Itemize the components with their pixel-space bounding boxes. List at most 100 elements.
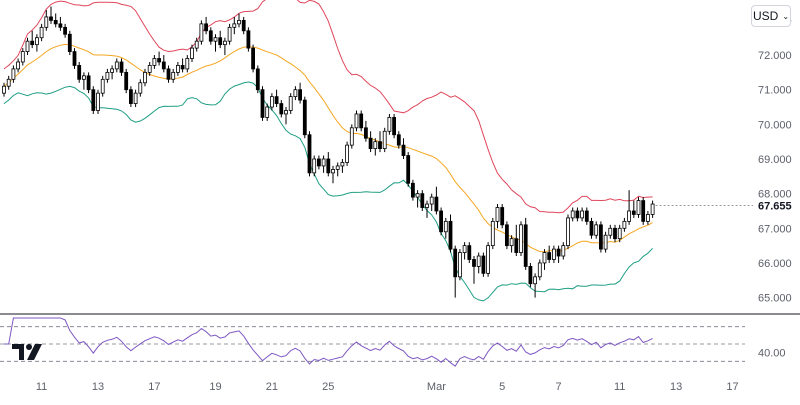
candle-body bbox=[53, 19, 58, 25]
candle-body bbox=[91, 89, 96, 111]
candle-body bbox=[603, 234, 608, 250]
candle bbox=[523, 217, 528, 270]
candle-body bbox=[575, 210, 580, 219]
candle-body bbox=[72, 51, 77, 66]
candle-body bbox=[241, 19, 246, 32]
candle-body bbox=[2, 85, 6, 94]
rsi-line bbox=[4, 317, 653, 367]
candle bbox=[636, 197, 641, 218]
candle bbox=[269, 93, 274, 111]
candle bbox=[363, 120, 368, 142]
candle-body bbox=[415, 193, 420, 198]
candle-body bbox=[443, 220, 448, 233]
candle bbox=[152, 55, 157, 69]
rsi-pane: 40.00 bbox=[0, 317, 786, 367]
currency-button[interactable]: USD ⌄ bbox=[751, 5, 791, 27]
last-price-label: 67.655 bbox=[758, 201, 792, 213]
candle-body bbox=[114, 61, 119, 70]
candle bbox=[570, 207, 575, 222]
candle-body bbox=[63, 26, 67, 35]
candle-body bbox=[44, 16, 49, 28]
candle-body bbox=[528, 266, 533, 285]
candle bbox=[500, 204, 505, 229]
price-tick-label: 66.000 bbox=[758, 258, 792, 270]
candle bbox=[533, 273, 537, 298]
candle bbox=[208, 27, 213, 45]
candle-body bbox=[105, 71, 110, 80]
candle bbox=[72, 48, 77, 69]
candle-body bbox=[627, 210, 631, 222]
candle bbox=[401, 138, 406, 159]
candle-body bbox=[345, 144, 350, 163]
candle-body bbox=[39, 26, 44, 39]
candle bbox=[547, 245, 552, 263]
candle bbox=[331, 165, 335, 184]
candle bbox=[100, 75, 105, 97]
candle-body bbox=[641, 200, 646, 222]
time-tick-label: 11 bbox=[36, 381, 47, 393]
candle-body bbox=[20, 51, 25, 63]
candle bbox=[326, 152, 331, 177]
candle bbox=[528, 262, 533, 288]
candle bbox=[82, 72, 86, 90]
price-tick-label: 65.000 bbox=[758, 293, 792, 305]
candle-body bbox=[30, 40, 35, 46]
candle bbox=[608, 224, 613, 239]
candle-body bbox=[255, 68, 260, 91]
time-tick-label: 13 bbox=[92, 381, 104, 393]
candle-body bbox=[152, 58, 157, 66]
candle-body bbox=[199, 23, 204, 42]
candle-body bbox=[166, 68, 171, 80]
candle-body bbox=[124, 71, 129, 91]
candle bbox=[67, 30, 72, 56]
price-axis: 65.000 66.000 67.000 68.000 69.000 70.000 71.0… bbox=[0, 15, 800, 315]
candle bbox=[589, 217, 594, 239]
candle-body bbox=[608, 227, 613, 236]
candle bbox=[457, 249, 462, 281]
candle bbox=[476, 252, 481, 274]
candle-body bbox=[204, 23, 209, 32]
candle bbox=[495, 204, 500, 229]
time-tick-label: 5 bbox=[499, 381, 505, 393]
candle bbox=[77, 61, 82, 83]
candle-body bbox=[368, 137, 373, 150]
candle-body bbox=[326, 158, 331, 174]
time-tick-label: 19 bbox=[209, 381, 221, 393]
candle bbox=[646, 210, 650, 225]
candle-body bbox=[288, 96, 293, 111]
currency-label: USD bbox=[752, 9, 779, 23]
candle-body bbox=[584, 210, 589, 222]
candle bbox=[552, 245, 556, 263]
candle-body bbox=[481, 255, 486, 274]
candle bbox=[251, 44, 256, 73]
candle bbox=[425, 200, 429, 218]
candle bbox=[44, 10, 49, 31]
candle-body bbox=[552, 248, 556, 260]
candle-body bbox=[580, 210, 584, 219]
candle bbox=[2, 82, 6, 97]
price-tick-label: 71.000 bbox=[758, 85, 792, 97]
candle-body bbox=[495, 207, 500, 222]
candle-body bbox=[190, 47, 194, 59]
candle bbox=[392, 113, 397, 139]
candle-body bbox=[570, 210, 575, 219]
price-tick-label: 68.000 bbox=[758, 189, 792, 201]
candle bbox=[340, 159, 345, 173]
candle-body bbox=[77, 65, 82, 80]
candle bbox=[279, 100, 284, 118]
candle bbox=[349, 124, 354, 149]
bollinger-upper-line bbox=[3, 0, 653, 214]
candle-body bbox=[227, 26, 232, 42]
candle-body bbox=[504, 224, 509, 247]
candle bbox=[265, 103, 270, 121]
candle-body bbox=[429, 196, 434, 205]
candle bbox=[241, 16, 246, 35]
candle bbox=[617, 224, 622, 243]
candle bbox=[260, 86, 265, 121]
candle bbox=[30, 30, 35, 49]
candle-body bbox=[269, 96, 274, 108]
candle-body bbox=[246, 30, 251, 49]
candle-body bbox=[523, 224, 528, 267]
candle-body bbox=[302, 99, 307, 136]
